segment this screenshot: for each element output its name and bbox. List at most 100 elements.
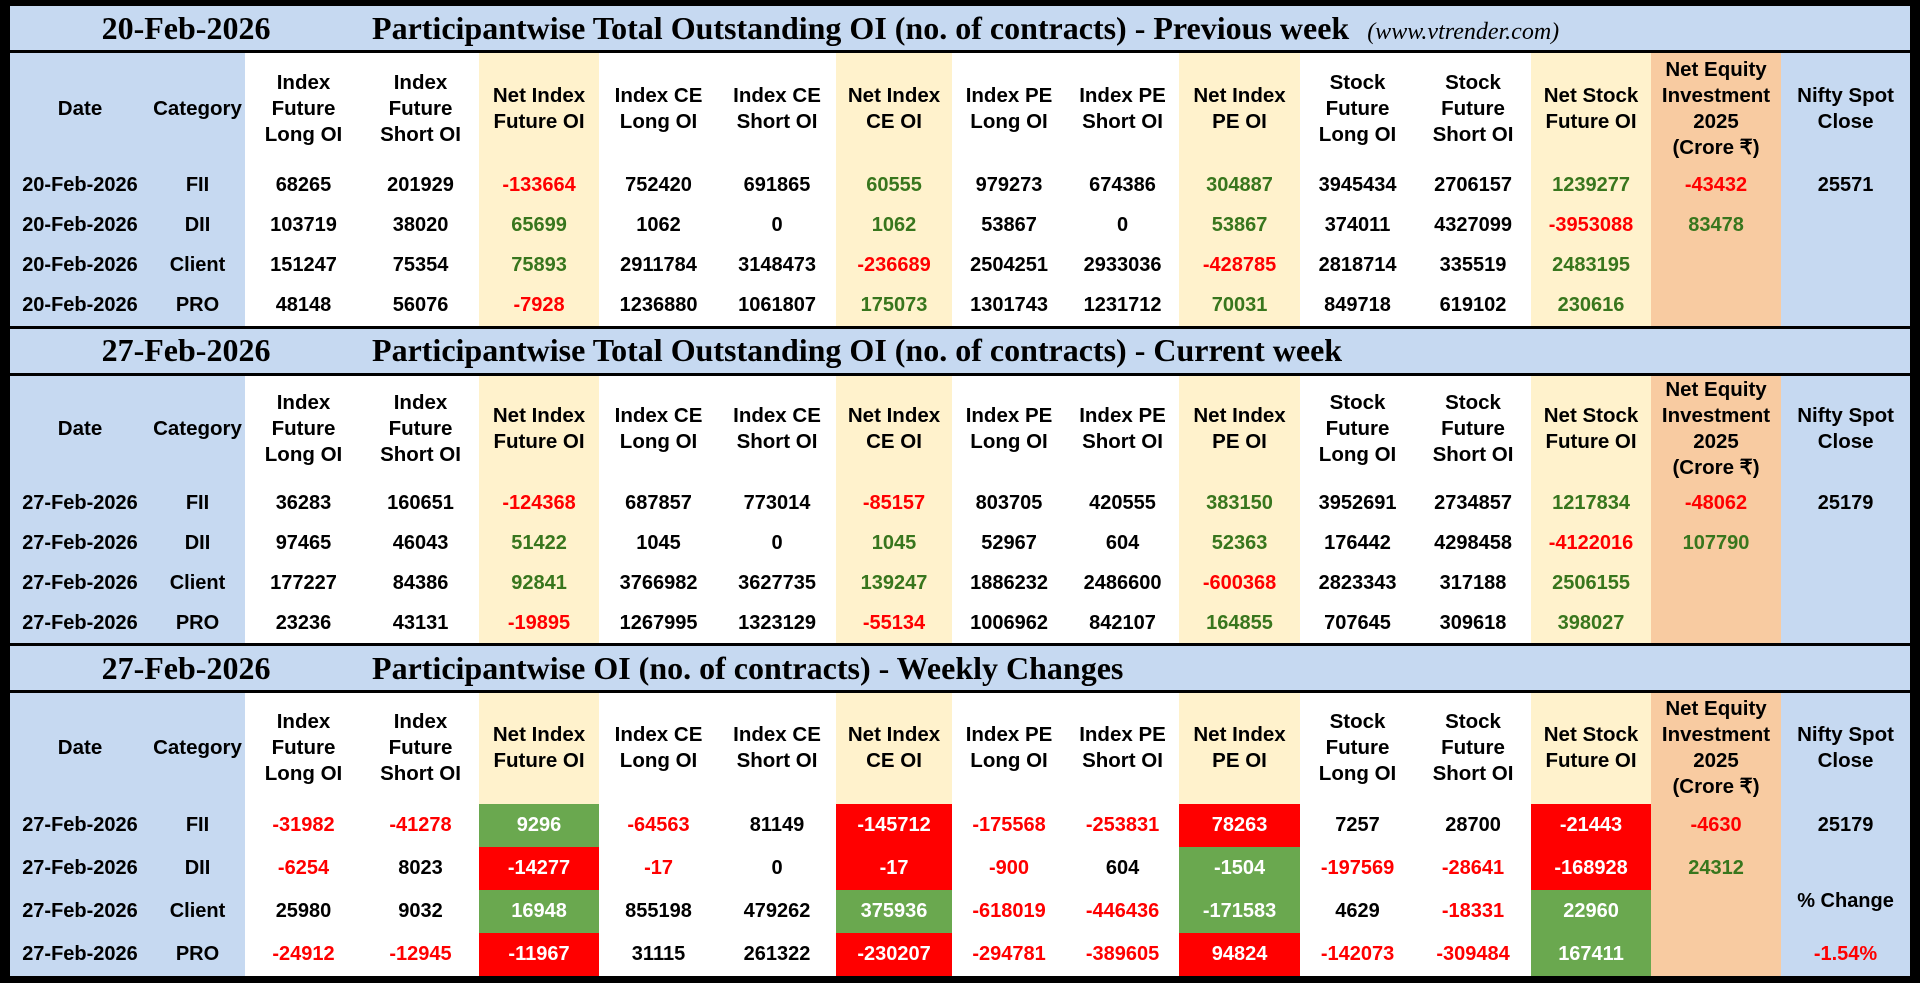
cell-net-index-pe-oi: -1504 — [1179, 846, 1301, 890]
cell-nifty-spot-close: 25179 — [1781, 803, 1911, 847]
cell-net-stock-future-oi: -21443 — [1531, 803, 1652, 847]
cell-net-stock-future-oi: 230616 — [1531, 285, 1652, 326]
cell-date: 27-Feb-2026 — [10, 932, 150, 976]
table-row: 27-Feb-2026 PRO -24912 -12945 -11967 31115 261… — [10, 932, 1911, 976]
cell-net-stock-future-oi: 2483195 — [1531, 245, 1652, 286]
section-title-text: Participantwise Total Outstanding OI (no… — [372, 332, 1343, 368]
cell-index-ce-long-oi: 31115 — [599, 932, 719, 976]
cell-net-index-future-oi: 9296 — [479, 803, 600, 847]
cell-net-index-pe-oi: -428785 — [1179, 245, 1301, 286]
cell-index-ce-short-oi: 773014 — [718, 483, 837, 523]
column-header-stock-future-short-oi: Stock Future Short OI — [1415, 691, 1532, 804]
cell-net-index-future-oi: -133664 — [479, 165, 600, 206]
cell-index-ce-short-oi: 0 — [718, 523, 837, 563]
cell-net-index-ce-oi: -236689 — [836, 245, 953, 286]
cell-index-ce-long-oi: 1267995 — [599, 603, 719, 643]
cell-index-pe-long-oi: -618019 — [952, 889, 1067, 933]
column-header-index-ce-short-oi: Index CE Short OI — [718, 374, 837, 483]
cell-index-pe-long-oi: 1886232 — [952, 563, 1067, 603]
cell-index-pe-short-oi: 674386 — [1066, 165, 1180, 206]
cell-index-ce-long-oi: 2911784 — [599, 245, 719, 286]
cell-index-pe-long-oi: 1006962 — [952, 603, 1067, 643]
column-header-net-index-ce-oi: Net Index CE OI — [836, 374, 953, 483]
table-row: 27-Feb-2026 FII -31982 -41278 9296 -64563 8114… — [10, 803, 1911, 847]
column-header-row: Date Category Index Future Long OI Index Fu… — [10, 691, 1911, 804]
cell-stock-future-short-oi: 4298458 — [1415, 523, 1532, 563]
cell-net-stock-future-oi: -3953088 — [1531, 205, 1652, 246]
section-title: Participantwise Total Outstanding OI (no… — [362, 6, 1911, 53]
column-header-index-future-long-oi: Index Future Long OI — [245, 51, 363, 166]
cell-index-ce-short-oi: 261322 — [718, 932, 837, 976]
cell-date: 27-Feb-2026 — [10, 603, 150, 643]
cell-index-ce-long-oi: 1236880 — [599, 285, 719, 326]
cell-index-ce-short-oi: 81149 — [718, 803, 837, 847]
column-header-index-pe-short-oi: Index PE Short OI — [1066, 51, 1180, 166]
cell-net-index-future-oi: -124368 — [479, 483, 600, 523]
cell-date: 27-Feb-2026 — [10, 846, 150, 890]
section-date: 20-Feb-2026 — [10, 6, 363, 53]
website-link[interactable]: (www.vtrender.com) — [1367, 18, 1560, 45]
cell-stock-future-long-oi: 849718 — [1300, 285, 1416, 326]
cell-net-index-future-oi: -19895 — [479, 603, 600, 643]
cell-net-index-ce-oi: -85157 — [836, 483, 953, 523]
column-header-category: Category — [150, 51, 245, 166]
section-title-text: Participantwise Total Outstanding OI (no… — [372, 9, 1350, 46]
column-header-category: Category — [150, 691, 245, 804]
cell-index-future-short-oi: 46043 — [362, 523, 480, 563]
cell-index-pe-short-oi: 604 — [1066, 523, 1180, 563]
column-header-net-index-pe-oi: Net Index PE OI — [1179, 51, 1301, 166]
cell-index-future-short-oi: 75354 — [362, 245, 480, 286]
table-row: 27-Feb-2026 Client 25980 9032 16948 855198 479… — [10, 889, 1911, 933]
cell-net-equity-investment: 24312 — [1651, 846, 1782, 890]
cell-index-pe-long-oi: -900 — [952, 846, 1067, 890]
cell-index-pe-short-oi: 420555 — [1066, 483, 1180, 523]
cell-index-pe-long-oi: 979273 — [952, 165, 1067, 206]
column-header-index-ce-long-oi: Index CE Long OI — [599, 691, 719, 804]
cell-net-stock-future-oi: 398027 — [1531, 603, 1652, 643]
cell-index-pe-short-oi: 1231712 — [1066, 285, 1180, 326]
table-row: 27-Feb-2026 FII 36283 160651 -124368 687857 77… — [10, 483, 1911, 523]
cell-nifty-spot-close: -1.54% — [1781, 932, 1911, 976]
cell-index-ce-long-oi: 1045 — [599, 523, 719, 563]
cell-index-ce-short-oi: 1323129 — [718, 603, 837, 643]
cell-nifty-spot-close: 25571 — [1781, 165, 1911, 206]
cell-index-future-long-oi: 177227 — [245, 563, 363, 603]
cell-index-future-long-oi: 103719 — [245, 205, 363, 246]
cell-stock-future-long-oi: 3945434 — [1300, 165, 1416, 206]
table-row: 27-Feb-2026 Client 177227 84386 92841 3766982… — [10, 563, 1911, 603]
cell-index-ce-short-oi: 3148473 — [718, 245, 837, 286]
cell-net-index-ce-oi: -230207 — [836, 932, 953, 976]
column-header-index-pe-short-oi: Index PE Short OI — [1066, 374, 1180, 483]
cell-stock-future-long-oi: 4629 — [1300, 889, 1416, 933]
cell-net-index-pe-oi: 78263 — [1179, 803, 1301, 847]
column-header-date: Date — [10, 51, 150, 166]
cell-stock-future-short-oi: 28700 — [1415, 803, 1532, 847]
cell-index-future-long-oi: 151247 — [245, 245, 363, 286]
cell-index-future-long-oi: 25980 — [245, 889, 363, 933]
cell-net-equity-investment: 107790 — [1651, 523, 1782, 563]
section-date: 27-Feb-2026 — [10, 644, 363, 693]
cell-net-equity-investment — [1651, 932, 1782, 976]
table-row: 27-Feb-2026 PRO 23236 43131 -19895 1267995 132… — [10, 603, 1911, 643]
cell-stock-future-long-oi: 374011 — [1300, 205, 1416, 246]
cell-stock-future-long-oi: 3952691 — [1300, 483, 1416, 523]
cell-nifty-spot-close — [1781, 523, 1911, 563]
cell-category: DII — [150, 846, 245, 890]
cell-net-index-future-oi: 16948 — [479, 889, 600, 933]
cell-stock-future-long-oi: 2818714 — [1300, 245, 1416, 286]
cell-net-equity-investment — [1651, 285, 1782, 326]
cell-category: PRO — [150, 603, 245, 643]
cell-net-index-future-oi: -7928 — [479, 285, 600, 326]
column-header-row: Date Category Index Future Long OI Index Fu… — [10, 374, 1911, 483]
cell-index-ce-long-oi: 855198 — [599, 889, 719, 933]
section-title-bar: 20-Feb-2026 Participantwise Total Outstan… — [10, 6, 1911, 53]
cell-net-index-pe-oi: 52363 — [1179, 523, 1301, 563]
cell-net-index-ce-oi: -145712 — [836, 803, 953, 847]
cell-stock-future-short-oi: 619102 — [1415, 285, 1532, 326]
cell-index-ce-long-oi: 3766982 — [599, 563, 719, 603]
column-header-index-future-short-oi: Index Future Short OI — [362, 374, 480, 483]
cell-date: 20-Feb-2026 — [10, 205, 150, 246]
cell-stock-future-long-oi: -142073 — [1300, 932, 1416, 976]
cell-stock-future-long-oi: 707645 — [1300, 603, 1416, 643]
cell-net-equity-investment — [1651, 603, 1782, 643]
